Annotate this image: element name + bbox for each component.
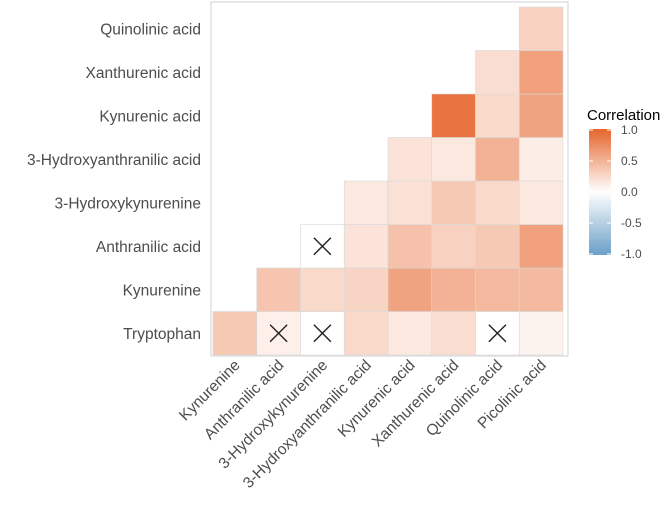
heatmap-cell bbox=[343, 267, 389, 312]
heatmap-cell bbox=[518, 267, 564, 312]
heatmap-cell bbox=[518, 311, 564, 356]
heatmap-cell bbox=[256, 267, 301, 312]
heatmap-cell bbox=[387, 311, 433, 356]
heatmap-cell bbox=[431, 137, 476, 182]
heatmap-cell bbox=[343, 224, 389, 269]
non-significant-cross-icon bbox=[313, 237, 332, 256]
y-axis-label: 3-Hydroxykynurenine bbox=[55, 195, 201, 212]
y-axis-label: Quinolinic acid bbox=[100, 21, 201, 38]
non-significant-cross-icon bbox=[269, 324, 288, 343]
heatmap-cell bbox=[518, 93, 564, 138]
y-axis-label: Xanthurenic acid bbox=[86, 65, 201, 82]
heatmap-cell bbox=[387, 180, 433, 225]
heatmap-cell bbox=[431, 93, 476, 138]
heatmap-cell bbox=[518, 6, 564, 51]
color-legend: Correlation 1.0 0.5 0.0 -0.5 -1.0 bbox=[587, 107, 660, 261]
heatmap-cell bbox=[518, 180, 564, 225]
heatmap-cell bbox=[300, 267, 345, 312]
x-axis-label: Anthranilic acid bbox=[201, 357, 287, 443]
y-axis-label: Kynurenine bbox=[123, 282, 201, 299]
heatmap-cell bbox=[475, 180, 520, 225]
heatmap-cell bbox=[431, 267, 476, 312]
legend-colorbar bbox=[589, 129, 611, 255]
legend-title: Correlation bbox=[587, 107, 660, 124]
heatmap-cell bbox=[475, 224, 520, 269]
x-axis-label: Quinolinic acid bbox=[423, 357, 506, 440]
heatmap-cell bbox=[387, 224, 433, 269]
heatmap-cell bbox=[343, 180, 389, 225]
y-axis-label: Tryptophan bbox=[123, 326, 201, 343]
heatmap-cell bbox=[387, 267, 433, 312]
heatmap-cell bbox=[431, 180, 476, 225]
non-significant-cross-icon bbox=[488, 324, 507, 343]
legend-tick-label: 1.0 bbox=[621, 123, 638, 137]
heatmap-cell bbox=[518, 137, 564, 182]
y-axis-label: 3-Hydroxyanthranilic acid bbox=[27, 152, 201, 169]
heatmap-cell bbox=[431, 224, 476, 269]
y-axis-label: Kynurenic acid bbox=[99, 108, 201, 125]
y-axis-label: Anthranilic acid bbox=[96, 239, 201, 256]
heatmap-cell bbox=[212, 311, 258, 356]
heatmap-cells bbox=[212, 6, 564, 356]
legend-tick-label: 0.0 bbox=[621, 185, 638, 199]
heatmap-cell bbox=[475, 137, 520, 182]
plot-panel-border bbox=[210, 1, 569, 357]
legend-tick-label: 0.5 bbox=[621, 154, 638, 168]
heatmap-cell bbox=[518, 50, 564, 95]
heatmap-cell bbox=[475, 93, 520, 138]
heatmap-cell bbox=[475, 50, 520, 95]
heatmap-cell bbox=[343, 311, 389, 356]
y-axis-labels: Tryptophan Kynurenine Anthranilic acid 3-Hy… bbox=[27, 21, 201, 343]
legend-tick-label: -0.5 bbox=[621, 216, 642, 230]
heatmap-cell bbox=[387, 137, 433, 182]
non-significant-cross-icon bbox=[313, 324, 332, 343]
heatmap-cell bbox=[431, 311, 476, 356]
x-axis-label: Kynurenic acid bbox=[335, 357, 419, 441]
legend-tick-label: -1.0 bbox=[621, 247, 642, 261]
heatmap-cell bbox=[475, 267, 520, 312]
heatmap-cell bbox=[518, 224, 564, 269]
